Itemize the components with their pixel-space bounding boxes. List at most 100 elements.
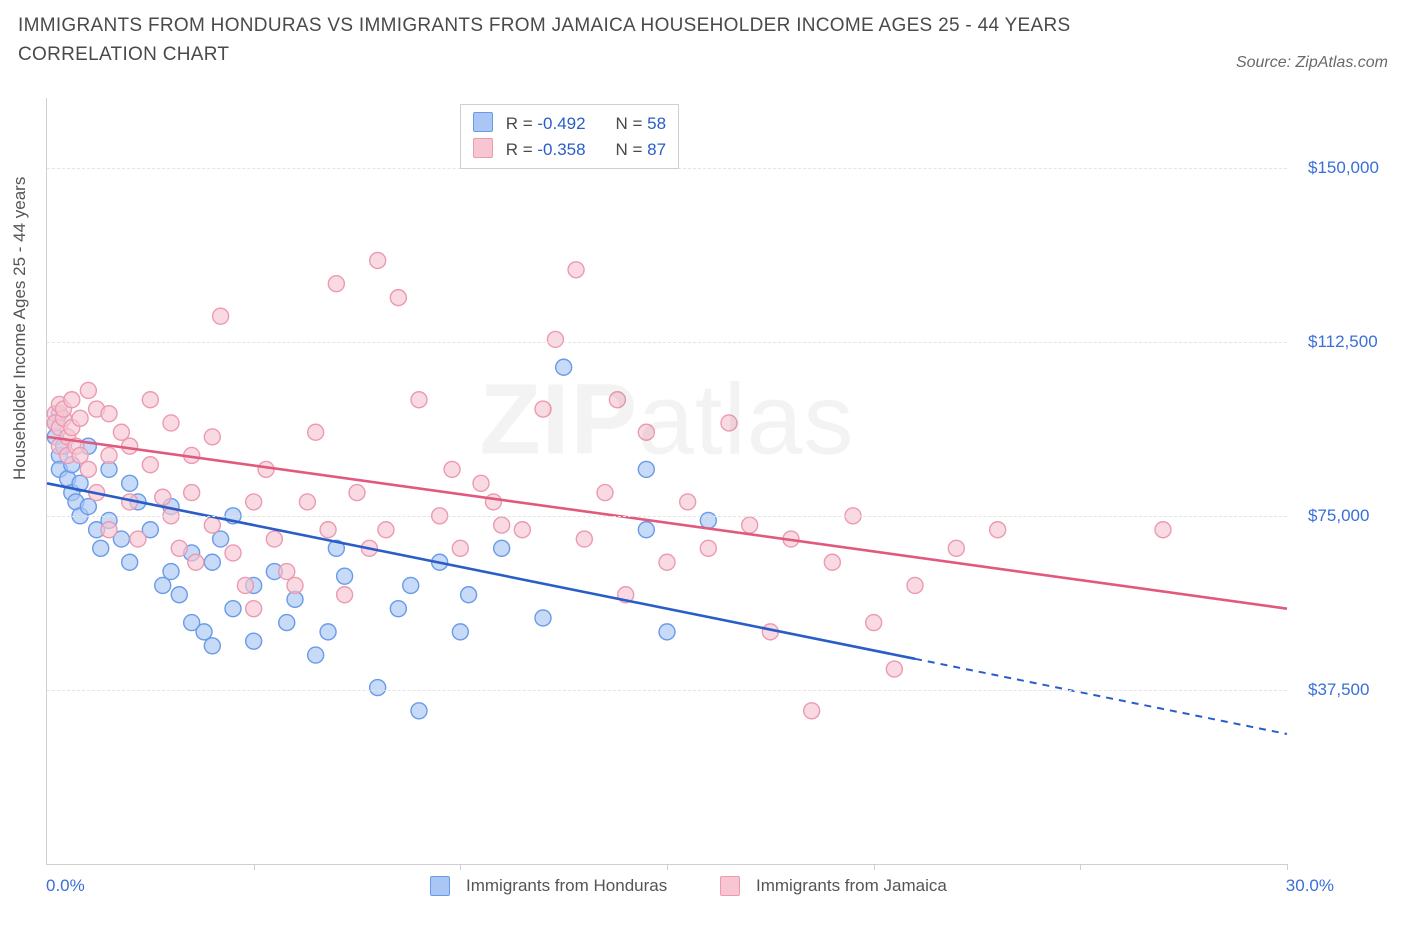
scatter-point-jamaica <box>237 577 253 593</box>
scatter-point-jamaica <box>680 494 696 510</box>
stat-r-label-1: R = -0.492 <box>506 111 611 137</box>
chart-svg <box>47 98 1287 864</box>
scatter-point-jamaica <box>485 494 501 510</box>
legend-honduras: Immigrants from Honduras <box>430 876 667 896</box>
scatter-point-honduras <box>659 624 675 640</box>
xtick <box>460 864 461 870</box>
scatter-point-jamaica <box>171 540 187 556</box>
scatter-point-jamaica <box>452 540 468 556</box>
scatter-point-jamaica <box>142 457 158 473</box>
scatter-point-jamaica <box>320 522 336 538</box>
scatter-point-honduras <box>225 601 241 617</box>
scatter-point-jamaica <box>130 531 146 547</box>
chart-title: IMMIGRANTS FROM HONDURAS VS IMMIGRANTS F… <box>18 12 1206 69</box>
scatter-point-jamaica <box>494 517 510 533</box>
scatter-point-jamaica <box>225 545 241 561</box>
scatter-point-honduras <box>556 359 572 375</box>
stat-n-label-1: N = 58 <box>615 111 666 137</box>
legend-swatch-jamaica <box>720 876 740 896</box>
scatter-point-honduras <box>535 610 551 626</box>
scatter-point-honduras <box>122 554 138 570</box>
scatter-point-jamaica <box>535 401 551 417</box>
scatter-point-jamaica <box>742 517 758 533</box>
scatter-point-jamaica <box>188 554 204 570</box>
scatter-point-honduras <box>403 577 419 593</box>
scatter-point-jamaica <box>576 531 592 547</box>
stat-n-label-2: N = 87 <box>615 137 666 163</box>
scatter-point-jamaica <box>72 447 88 463</box>
scatter-point-jamaica <box>163 415 179 431</box>
ytick-label: $75,000 <box>1308 506 1369 526</box>
swatch-honduras <box>473 112 493 132</box>
scatter-point-honduras <box>171 587 187 603</box>
scatter-point-jamaica <box>337 587 353 603</box>
stat-n-value-2: 87 <box>647 140 666 159</box>
scatter-point-honduras <box>163 564 179 580</box>
scatter-point-honduras <box>196 624 212 640</box>
scatter-point-jamaica <box>279 564 295 580</box>
scatter-point-honduras <box>204 638 220 654</box>
xtick <box>1287 864 1288 870</box>
scatter-point-jamaica <box>64 392 80 408</box>
scatter-point-jamaica <box>122 438 138 454</box>
scatter-point-honduras <box>638 461 654 477</box>
scatter-point-jamaica <box>266 531 282 547</box>
legend-label-jamaica: Immigrants from Jamaica <box>756 876 947 896</box>
scatter-point-jamaica <box>349 485 365 501</box>
scatter-point-honduras <box>337 568 353 584</box>
scatter-point-honduras <box>213 531 229 547</box>
scatter-point-honduras <box>155 577 171 593</box>
scatter-point-jamaica <box>246 494 262 510</box>
y-axis-label: Householder Income Ages 25 - 44 years <box>10 177 30 480</box>
scatter-point-honduras <box>93 540 109 556</box>
scatter-point-jamaica <box>184 485 200 501</box>
scatter-point-jamaica <box>101 447 117 463</box>
ytick-label: $37,500 <box>1308 680 1369 700</box>
scatter-point-jamaica <box>824 554 840 570</box>
scatter-point-jamaica <box>390 290 406 306</box>
scatter-point-honduras <box>279 615 295 631</box>
stat-n-value-1: 58 <box>647 114 666 133</box>
scatter-point-jamaica <box>328 276 344 292</box>
xtick <box>1080 864 1081 870</box>
scatter-point-honduras <box>370 680 386 696</box>
scatter-point-jamaica <box>101 522 117 538</box>
scatter-point-honduras <box>246 633 262 649</box>
scatter-point-jamaica <box>514 522 530 538</box>
scatter-point-honduras <box>411 703 427 719</box>
scatter-point-honduras <box>320 624 336 640</box>
scatter-point-jamaica <box>155 489 171 505</box>
x-min-label: 0.0% <box>46 876 85 896</box>
scatter-point-jamaica <box>948 540 964 556</box>
scatter-point-jamaica <box>659 554 675 570</box>
scatter-point-jamaica <box>80 461 96 477</box>
source-label: Source: ZipAtlas.com <box>1236 54 1388 72</box>
scatter-point-honduras <box>390 601 406 617</box>
stat-r-value-2: -0.358 <box>537 140 585 159</box>
scatter-point-jamaica <box>804 703 820 719</box>
scatter-point-jamaica <box>638 424 654 440</box>
x-max-label: 30.0% <box>1286 876 1334 896</box>
scatter-point-jamaica <box>886 661 902 677</box>
scatter-point-jamaica <box>547 331 563 347</box>
scatter-point-jamaica <box>990 522 1006 538</box>
xtick <box>874 864 875 870</box>
scatter-point-jamaica <box>1155 522 1171 538</box>
xtick <box>667 864 668 870</box>
scatter-point-honduras <box>638 522 654 538</box>
scatter-point-jamaica <box>378 522 394 538</box>
legend-swatch-honduras <box>430 876 450 896</box>
scatter-point-jamaica <box>258 461 274 477</box>
trendline-dashed-honduras <box>915 659 1287 734</box>
scatter-point-jamaica <box>411 392 427 408</box>
scatter-point-jamaica <box>568 262 584 278</box>
scatter-point-jamaica <box>246 601 262 617</box>
scatter-point-honduras <box>452 624 468 640</box>
gridline <box>47 690 1287 691</box>
chart-plot-area: ZIPatlas <box>46 98 1287 865</box>
scatter-point-honduras <box>308 647 324 663</box>
scatter-point-jamaica <box>142 392 158 408</box>
stat-r-label-2: R = -0.358 <box>506 137 611 163</box>
stats-row-honduras: R = -0.492 N = 58 <box>473 111 666 137</box>
scatter-point-jamaica <box>287 577 303 593</box>
